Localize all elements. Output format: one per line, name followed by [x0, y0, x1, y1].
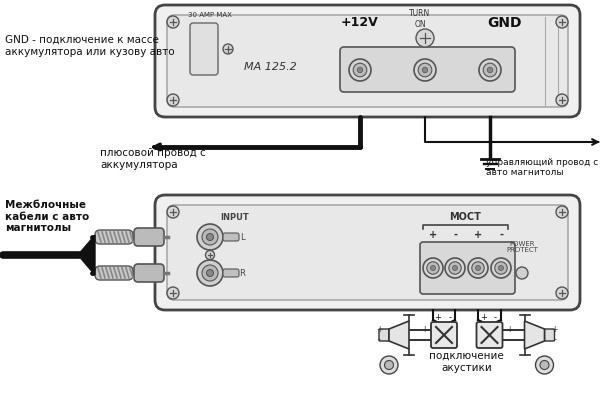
- Circle shape: [427, 262, 439, 274]
- Text: -: -: [449, 314, 452, 322]
- Circle shape: [223, 44, 233, 54]
- Circle shape: [416, 29, 434, 47]
- Circle shape: [449, 262, 461, 274]
- Circle shape: [197, 260, 223, 286]
- Text: +: +: [551, 326, 557, 334]
- Text: управляющий провод с
авто магнитолы: управляющий провод с авто магнитолы: [486, 158, 598, 178]
- Circle shape: [167, 16, 179, 28]
- Polygon shape: [78, 235, 95, 275]
- Circle shape: [431, 266, 436, 270]
- FancyBboxPatch shape: [167, 15, 568, 107]
- Text: +: +: [474, 230, 482, 240]
- Circle shape: [205, 250, 215, 260]
- Circle shape: [472, 262, 484, 274]
- Text: Межблочные
кабели с авто
магнитолы: Межблочные кабели с авто магнитолы: [5, 200, 89, 233]
- Circle shape: [167, 206, 179, 218]
- Text: -: -: [422, 336, 425, 344]
- Text: -: -: [453, 230, 457, 240]
- Circle shape: [540, 360, 549, 370]
- FancyBboxPatch shape: [223, 233, 239, 241]
- Text: GND - подключение к массе
аккумулятора или кузову авто: GND - подключение к массе аккумулятора и…: [5, 35, 175, 57]
- FancyBboxPatch shape: [190, 23, 218, 75]
- Text: GND: GND: [488, 16, 522, 30]
- Circle shape: [414, 59, 436, 81]
- Circle shape: [206, 270, 214, 276]
- FancyBboxPatch shape: [431, 322, 457, 348]
- FancyBboxPatch shape: [545, 329, 554, 341]
- Text: -: -: [499, 230, 503, 240]
- Text: +: +: [506, 326, 512, 334]
- Circle shape: [556, 16, 568, 28]
- Circle shape: [167, 94, 179, 106]
- Text: L: L: [239, 232, 244, 242]
- Circle shape: [349, 59, 371, 81]
- FancyBboxPatch shape: [155, 5, 580, 117]
- Circle shape: [422, 67, 428, 73]
- Circle shape: [452, 266, 458, 270]
- Text: подключение
акустики: подключение акустики: [430, 351, 504, 373]
- FancyBboxPatch shape: [134, 228, 164, 246]
- Circle shape: [197, 224, 223, 250]
- Circle shape: [479, 59, 501, 81]
- Circle shape: [491, 258, 511, 278]
- Circle shape: [495, 262, 507, 274]
- FancyBboxPatch shape: [223, 269, 239, 277]
- Text: МОСТ: МОСТ: [449, 212, 481, 222]
- Text: 30 AMP MAX: 30 AMP MAX: [188, 12, 232, 18]
- Circle shape: [468, 258, 488, 278]
- Text: INPUT: INPUT: [221, 212, 250, 222]
- Text: +: +: [421, 326, 427, 334]
- Circle shape: [202, 265, 218, 281]
- FancyBboxPatch shape: [379, 329, 389, 341]
- FancyBboxPatch shape: [340, 47, 515, 92]
- Text: плюсовой провод с
аккумулятора: плюсовой провод с аккумулятора: [100, 148, 206, 170]
- Circle shape: [556, 287, 568, 299]
- Text: +: +: [376, 326, 382, 334]
- Circle shape: [476, 266, 481, 270]
- Circle shape: [167, 287, 179, 299]
- FancyBboxPatch shape: [95, 230, 133, 244]
- Circle shape: [202, 229, 218, 245]
- Text: +: +: [429, 230, 437, 240]
- Text: +12V: +12V: [341, 16, 379, 30]
- FancyBboxPatch shape: [420, 242, 515, 294]
- Text: R: R: [239, 268, 245, 278]
- Circle shape: [385, 360, 394, 370]
- Text: -: -: [508, 336, 511, 344]
- Circle shape: [206, 234, 214, 240]
- Text: -: -: [377, 336, 380, 344]
- Circle shape: [353, 63, 367, 77]
- Text: +: +: [434, 314, 442, 322]
- Text: TURN
ON: TURN ON: [409, 9, 431, 29]
- Polygon shape: [389, 321, 409, 349]
- FancyBboxPatch shape: [155, 195, 580, 310]
- Circle shape: [556, 94, 568, 106]
- Circle shape: [418, 63, 432, 77]
- Text: -: -: [553, 336, 556, 344]
- Text: +: +: [480, 314, 487, 322]
- Circle shape: [556, 206, 568, 218]
- FancyBboxPatch shape: [134, 264, 164, 282]
- Text: POWER
PROTECT: POWER PROTECT: [506, 240, 538, 254]
- Circle shape: [423, 258, 443, 278]
- Text: MA 125.2: MA 125.2: [244, 62, 296, 72]
- Circle shape: [445, 258, 465, 278]
- Circle shape: [536, 356, 554, 374]
- FancyBboxPatch shape: [167, 205, 568, 300]
- Circle shape: [380, 356, 398, 374]
- Text: -: -: [494, 314, 497, 322]
- Polygon shape: [524, 321, 545, 349]
- Circle shape: [499, 266, 503, 270]
- Circle shape: [483, 63, 497, 77]
- Circle shape: [516, 267, 528, 279]
- Circle shape: [487, 67, 493, 73]
- Circle shape: [357, 67, 363, 73]
- FancyBboxPatch shape: [476, 322, 503, 348]
- FancyBboxPatch shape: [95, 266, 133, 280]
